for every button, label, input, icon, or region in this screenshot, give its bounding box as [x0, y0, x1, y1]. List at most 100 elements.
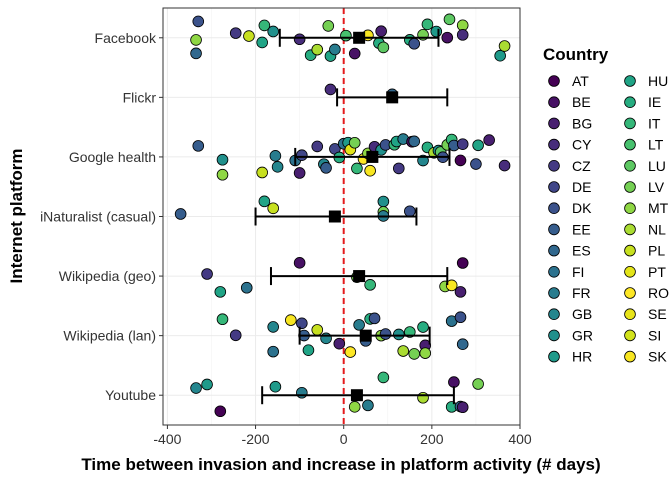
- legend-key: [624, 117, 636, 130]
- data-point: [174, 208, 187, 220]
- data-point: [364, 164, 376, 177]
- legend-label: BE: [572, 94, 591, 110]
- legend-label: HU: [648, 73, 668, 89]
- data-point: [454, 311, 467, 324]
- legend-label: AT: [572, 73, 589, 89]
- legend-key: [624, 223, 636, 236]
- x-tick-label: -400: [153, 431, 181, 447]
- data-point: [311, 43, 324, 56]
- data-point: [201, 378, 213, 391]
- legend-label: IT: [648, 115, 661, 131]
- data-point: [408, 135, 421, 148]
- legend-key: [624, 138, 636, 151]
- data-point: [445, 279, 458, 292]
- data-point: [258, 19, 271, 32]
- legend-label: DE: [572, 179, 591, 195]
- legend-label: SI: [648, 327, 661, 343]
- legend-label: DK: [572, 200, 592, 216]
- data-point: [472, 378, 484, 390]
- data-point: [216, 168, 229, 181]
- data-point: [456, 257, 469, 269]
- legend-key: [624, 308, 636, 321]
- data-point: [353, 319, 365, 331]
- data-point: [364, 279, 376, 291]
- data-point: [293, 257, 306, 269]
- data-point: [296, 386, 308, 399]
- legend-label: RO: [648, 285, 669, 301]
- data-point: [269, 150, 282, 162]
- data-point: [456, 29, 469, 41]
- data-point: [311, 140, 324, 153]
- data-point: [258, 195, 271, 208]
- mean-marker: [359, 329, 372, 342]
- legend-key: [548, 223, 560, 236]
- legend-key: [624, 96, 636, 108]
- legend-label: FI: [572, 264, 584, 280]
- x-tick-label: 400: [508, 431, 532, 447]
- data-point: [190, 47, 202, 60]
- data-point: [430, 25, 443, 38]
- summary-bars: [254, 28, 455, 405]
- legend-key: [548, 181, 560, 193]
- legend-label: NL: [648, 221, 666, 237]
- mean-marker: [350, 389, 363, 402]
- data-point: [322, 20, 335, 32]
- y-axis-title: Internet platform: [7, 148, 26, 283]
- y-tick-label: Google health: [69, 149, 156, 165]
- legend-key: [548, 265, 560, 278]
- legend-label: LT: [648, 137, 664, 153]
- x-tick-label: -200: [242, 431, 270, 447]
- legend-label: EE: [572, 221, 591, 237]
- data-point: [377, 195, 390, 208]
- legend-label: GR: [572, 327, 593, 343]
- legend-key: [548, 287, 560, 299]
- legend-label: MT: [648, 200, 669, 216]
- data-point: [348, 47, 361, 60]
- data-point: [377, 41, 390, 54]
- data-point: [324, 83, 337, 96]
- legend-key: [624, 244, 636, 257]
- data-point: [379, 328, 392, 340]
- data-point: [192, 140, 205, 152]
- legend-label: HR: [572, 349, 592, 365]
- data-point: [201, 268, 213, 280]
- data-point: [456, 401, 469, 414]
- legend-key: [624, 202, 636, 215]
- legend-key: [624, 265, 636, 278]
- mean-marker: [386, 91, 399, 104]
- data-point: [441, 31, 454, 44]
- data-point: [216, 313, 229, 326]
- data-point: [404, 205, 416, 218]
- legend-key: [548, 244, 560, 257]
- x-axis: -400 -200 0 200 400: [153, 425, 532, 447]
- x-tick-label: 200: [420, 431, 444, 447]
- y-tick-label: Flickr: [123, 89, 157, 105]
- legend-label: CZ: [572, 158, 591, 174]
- data-point: [285, 314, 297, 326]
- data-point: [333, 337, 346, 350]
- legend-key: [624, 75, 636, 87]
- mean-marker: [328, 210, 341, 223]
- legend-key: [548, 329, 560, 342]
- mean-marker: [366, 150, 379, 163]
- data-point: [368, 312, 381, 325]
- legend: AT BE BG CY CZ DE DK EE ES FI FR GB GR HR HU IE IT LT LU LV…: [548, 73, 669, 365]
- data-point: [293, 33, 306, 46]
- legend-key: [548, 308, 560, 321]
- data-point: [267, 345, 279, 358]
- legend-label: GB: [572, 306, 592, 322]
- data-point: [392, 328, 405, 341]
- legend-key: [548, 202, 560, 215]
- legend-label: SK: [648, 349, 667, 365]
- legend-key: [548, 117, 560, 130]
- data-point: [192, 15, 205, 28]
- data-point: [362, 399, 374, 412]
- data-point: [296, 317, 308, 330]
- legend-title: Country: [543, 45, 609, 64]
- legend-key: [548, 160, 560, 172]
- data-point: [494, 49, 506, 62]
- data-point: [454, 154, 467, 167]
- data-point: [351, 162, 363, 175]
- legend-key: [548, 96, 560, 108]
- data-point: [271, 161, 284, 173]
